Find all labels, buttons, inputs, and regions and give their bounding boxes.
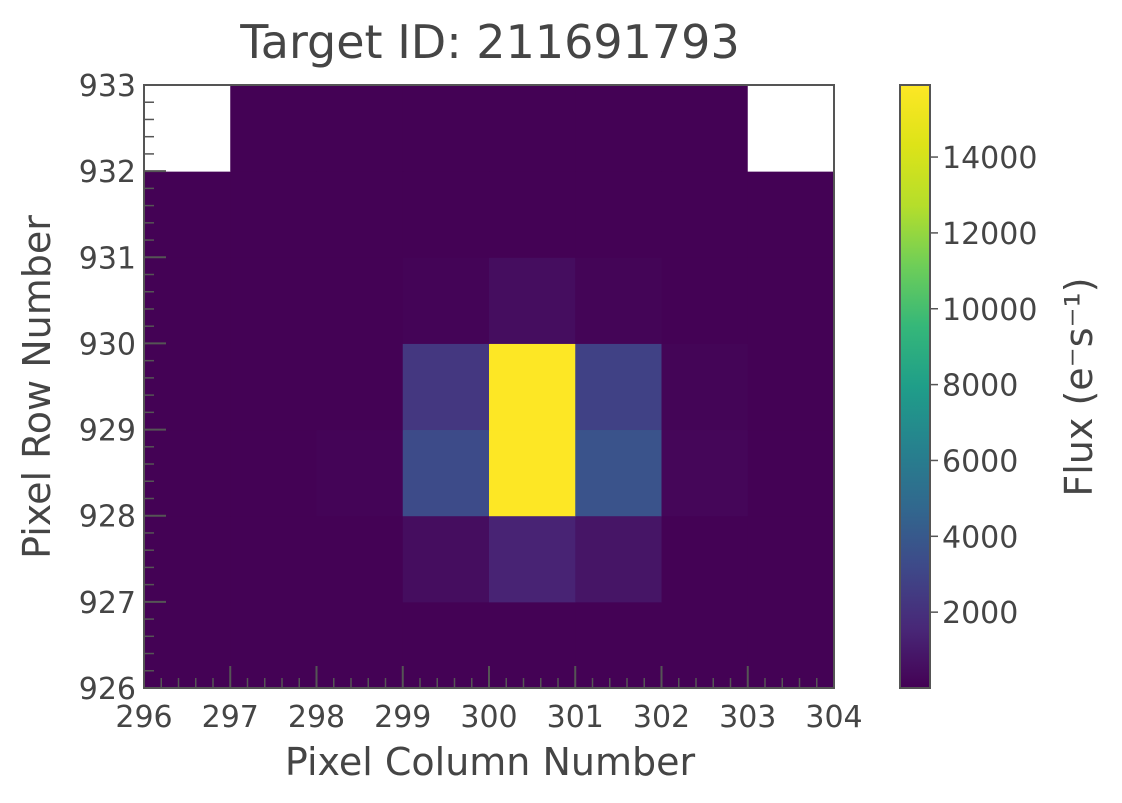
masked-cell bbox=[747, 85, 835, 172]
heatmap-cell bbox=[230, 85, 317, 172]
heatmap-cell bbox=[144, 171, 231, 258]
x-tick-label: 297 bbox=[202, 700, 259, 735]
heatmap-cell bbox=[747, 171, 835, 258]
colorbar-ticks: 2000 4000 6000 8000 10000 12000 14000 bbox=[930, 141, 1037, 631]
colorbar-tick-label: 10000 bbox=[942, 293, 1037, 328]
x-tick-label: 298 bbox=[288, 700, 345, 735]
y-tick-label: 930 bbox=[79, 327, 136, 362]
heatmap-cell bbox=[575, 343, 662, 431]
heatmap-cell bbox=[747, 429, 835, 517]
y-tick-label: 931 bbox=[79, 241, 136, 276]
heatmap-cell bbox=[402, 515, 490, 603]
y-tick-label: 932 bbox=[79, 155, 136, 190]
y-axis-ticks: 926 927 928 929 930 931 932 933 bbox=[79, 69, 166, 707]
heatmap-cell bbox=[489, 343, 576, 431]
x-tick-label: 299 bbox=[374, 700, 431, 735]
colorbar-tick-label: 8000 bbox=[942, 369, 1018, 404]
heatmap-cell bbox=[316, 171, 404, 258]
heatmap-cell bbox=[575, 85, 662, 172]
heatmap-cell bbox=[144, 601, 231, 689]
heatmap-cell bbox=[230, 171, 317, 258]
chart-title: Target ID: 211691793 bbox=[239, 15, 739, 69]
heatmap-cell bbox=[661, 601, 749, 689]
heatmap-cell bbox=[489, 85, 576, 172]
masked-cell bbox=[144, 85, 231, 172]
heatmap-cell bbox=[747, 515, 835, 603]
heatmap-cell bbox=[230, 257, 317, 344]
heatmap-cell bbox=[575, 429, 662, 517]
heatmap-cell bbox=[661, 515, 749, 603]
colorbar-tick-label: 2000 bbox=[942, 596, 1018, 631]
heatmap-cell bbox=[316, 257, 404, 344]
x-tick-label: 300 bbox=[460, 700, 517, 735]
heatmap-cell bbox=[661, 85, 749, 172]
x-tick-label: 301 bbox=[547, 700, 604, 735]
heatmap-cell bbox=[489, 429, 576, 517]
y-tick-label: 929 bbox=[79, 414, 136, 449]
heatmap-cell bbox=[402, 257, 490, 344]
colorbar-tick-label: 6000 bbox=[942, 444, 1018, 479]
heatmap-cell bbox=[489, 601, 576, 689]
heatmap-cell bbox=[144, 429, 231, 517]
heatmap-cell bbox=[747, 601, 835, 689]
colorbar bbox=[899, 84, 931, 689]
heatmap-cell bbox=[661, 171, 749, 258]
y-axis-label: Pixel Row Number bbox=[15, 215, 59, 559]
heatmap-cells bbox=[144, 85, 835, 689]
heatmap-cell bbox=[575, 515, 662, 603]
heatmap-cell bbox=[230, 601, 317, 689]
heatmap-cell bbox=[316, 343, 404, 431]
heatmap-cell bbox=[575, 171, 662, 258]
heatmap-cell bbox=[747, 257, 835, 344]
y-tick-label: 927 bbox=[79, 586, 136, 621]
y-tick-label: 933 bbox=[79, 69, 136, 104]
heatmap-cell bbox=[144, 257, 231, 344]
heatmap-cell bbox=[661, 429, 749, 517]
heatmap-cell bbox=[575, 601, 662, 689]
heatmap-cell bbox=[316, 429, 404, 517]
x-axis-label: Pixel Column Number bbox=[285, 740, 696, 784]
heatmap-cell bbox=[402, 171, 490, 258]
heatmap-cell bbox=[661, 343, 749, 431]
x-tick-label: 303 bbox=[719, 700, 776, 735]
heatmap-cell bbox=[230, 515, 317, 603]
x-axis-ticks: 296 297 298 299 300 301 302 303 304 bbox=[115, 666, 863, 735]
heatmap-cell bbox=[402, 601, 490, 689]
heatmap-cell bbox=[316, 601, 404, 689]
heatmap-cell bbox=[316, 515, 404, 603]
colorbar-label: Flux (e⁻s⁻¹) bbox=[1057, 277, 1101, 496]
colorbar-tick-label: 14000 bbox=[942, 141, 1037, 176]
x-tick-label: 296 bbox=[115, 700, 172, 735]
heatmap-cell bbox=[661, 257, 749, 344]
x-tick-label: 302 bbox=[633, 700, 690, 735]
heatmap-cell bbox=[144, 343, 231, 431]
heatmap-cell bbox=[402, 85, 490, 172]
heatmap-cell bbox=[144, 515, 231, 603]
heatmap-cell bbox=[575, 257, 662, 344]
heatmap-cell bbox=[402, 343, 490, 431]
colorbar-tick-label: 4000 bbox=[942, 520, 1018, 555]
heatmap-cell bbox=[489, 515, 576, 603]
plot-frame bbox=[143, 84, 835, 689]
heatmap-cell bbox=[402, 429, 490, 517]
heatmap-cell bbox=[489, 257, 576, 344]
heatmap-cell bbox=[230, 343, 317, 431]
heatmap-cell bbox=[747, 343, 835, 431]
y-tick-label: 928 bbox=[79, 500, 136, 535]
y-tick-label: 926 bbox=[79, 672, 136, 707]
x-tick-label: 304 bbox=[805, 700, 862, 735]
heatmap-cell bbox=[230, 429, 317, 517]
heatmap-cell bbox=[489, 171, 576, 258]
heatmap-cell bbox=[316, 85, 404, 172]
colorbar-tick-label: 12000 bbox=[942, 217, 1037, 252]
